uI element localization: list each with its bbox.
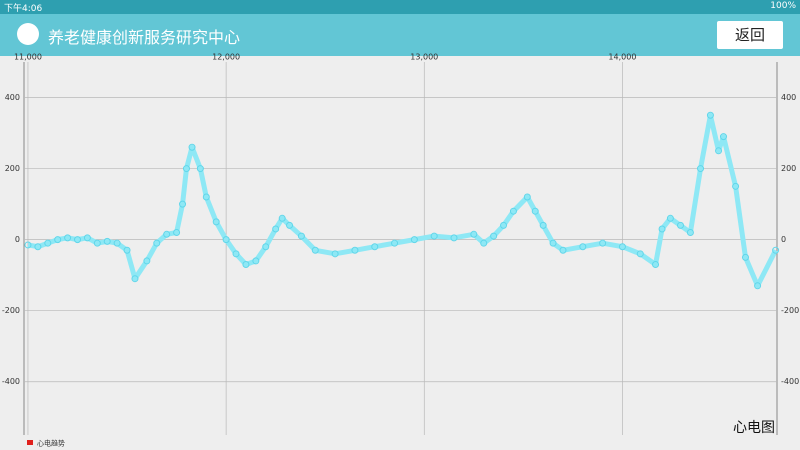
status-bar: 下午4:06 100% — [0, 0, 800, 14]
y-tick-label: -200 — [2, 306, 20, 315]
y2-tick-label: 0 — [781, 235, 786, 244]
y-tick-label: -400 — [2, 377, 20, 386]
y2-tick-label: -400 — [781, 377, 799, 386]
app-bar: 养老健康创新服务研究中心 返回 — [0, 14, 800, 56]
ecg-point — [754, 282, 762, 290]
ecg-point — [212, 218, 220, 226]
ecg-point — [523, 193, 531, 201]
ecg-point — [163, 230, 171, 238]
x-tick-label: 13,000 — [410, 53, 438, 62]
x-tick-label: 12,000 — [212, 53, 240, 62]
ecg-point — [222, 236, 230, 244]
ecg-point — [131, 275, 139, 283]
ecg-point — [741, 253, 749, 261]
ecg-point — [500, 221, 508, 229]
ecg-point — [179, 200, 187, 208]
ecg-point — [697, 165, 705, 173]
ecg-point — [676, 221, 684, 229]
back-button[interactable]: 返回 — [717, 21, 783, 49]
ecg-point — [242, 260, 250, 268]
ecg-point — [196, 165, 204, 173]
ecg-point — [706, 111, 714, 119]
ecg-point — [34, 243, 42, 251]
ecg-point — [351, 246, 359, 254]
battery: 100% — [770, 1, 796, 11]
ecg-point — [331, 250, 339, 258]
ecg-point — [24, 241, 32, 249]
ecg-point — [103, 237, 111, 245]
ecg-point — [579, 243, 587, 251]
ecg-point — [618, 243, 626, 251]
ecg-point — [188, 143, 196, 151]
y-tick-label: 400 — [5, 93, 20, 102]
ecg-point — [371, 243, 379, 251]
ecg-point — [311, 246, 319, 254]
ecg-point — [480, 239, 488, 247]
ecg-point — [93, 239, 101, 247]
ecg-point — [719, 133, 727, 141]
ecg-point — [658, 225, 666, 233]
ecg-point — [410, 236, 418, 244]
ecg-point — [636, 250, 644, 258]
ecg-point — [182, 165, 190, 173]
ecg-point — [232, 250, 240, 258]
ecg-point — [391, 239, 399, 247]
y2-tick-label: 400 — [781, 93, 796, 102]
ecg-point — [686, 229, 694, 237]
ecg-point — [286, 221, 294, 229]
app-title: 养老健康创新服务研究中心 — [48, 28, 241, 47]
ecg-point — [173, 229, 181, 237]
ecg-point — [509, 207, 517, 215]
ecg-point — [715, 147, 723, 155]
ecg-point — [549, 239, 557, 247]
x-tick-label: 14,000 — [608, 53, 636, 62]
ecg-point — [599, 239, 607, 247]
ecg-point — [666, 214, 674, 222]
ecg-point — [297, 232, 305, 240]
ecg-point — [83, 234, 91, 242]
ecg-point — [54, 236, 62, 244]
chart-description: 心电图 — [733, 420, 775, 436]
ecg-point — [531, 207, 539, 215]
ecg-point — [539, 221, 547, 229]
y-tick-label: 0 — [15, 235, 20, 244]
ecg-point — [470, 230, 478, 238]
ecg-point — [123, 246, 131, 254]
ecg-point — [559, 246, 567, 254]
ecg-point — [652, 260, 660, 268]
ecg-point — [490, 232, 498, 240]
ecg-point — [153, 239, 161, 247]
ecg-point — [44, 239, 52, 247]
ecg-point — [272, 225, 280, 233]
ecg-point — [450, 234, 458, 242]
y2-tick-label: -200 — [781, 306, 799, 315]
ecg-point — [278, 214, 286, 222]
ecg-point — [262, 243, 270, 251]
ecg-point — [64, 234, 72, 242]
ecg-point — [732, 182, 740, 190]
ecg-point — [143, 257, 151, 265]
ecg-point — [252, 257, 260, 265]
legend-swatch — [27, 440, 33, 445]
y-tick-label: 200 — [5, 164, 20, 173]
x-tick-label: 11,000 — [14, 53, 42, 62]
ecg-point — [430, 232, 438, 240]
ecg-line — [27, 112, 778, 289]
ecg-point — [74, 236, 82, 244]
ecg-point — [202, 193, 210, 201]
legend-label: 心电趋势 — [37, 439, 65, 448]
ecg-point — [113, 239, 121, 247]
y2-tick-label: 200 — [781, 164, 796, 173]
logo — [17, 23, 39, 45]
ecg-point — [772, 246, 780, 254]
time: 下午4:06 — [4, 4, 43, 14]
